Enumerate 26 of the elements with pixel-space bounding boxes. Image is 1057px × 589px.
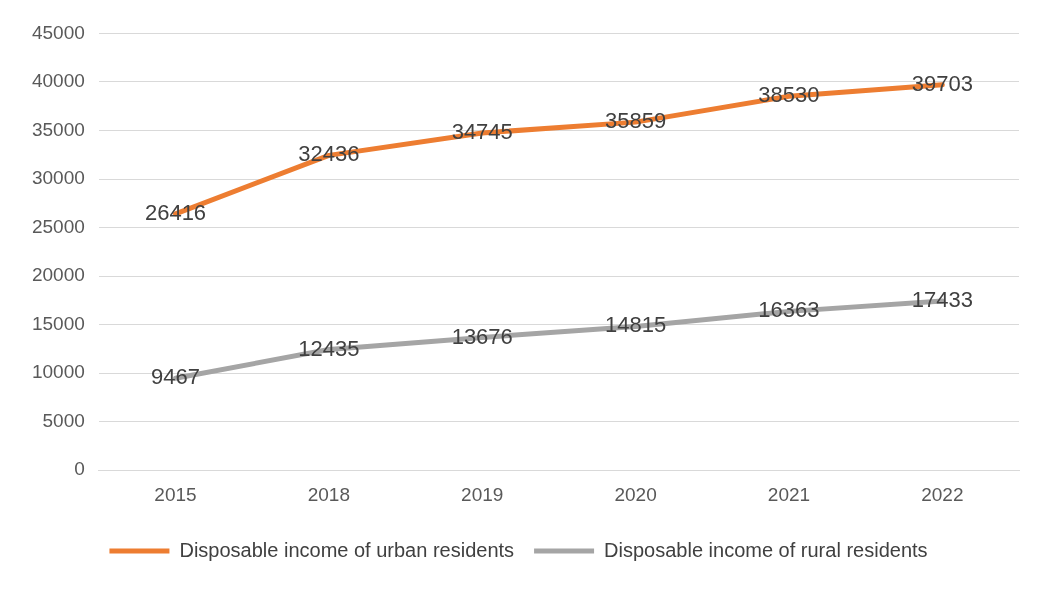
y-tick-label: 20000 [31,264,85,286]
y-tick-label: 15000 [31,312,85,334]
y-tick-label: 25000 [31,215,85,237]
data-label: 16363 [758,297,820,323]
y-tick-label: 30000 [31,167,85,189]
x-tick-label: 2020 [614,483,657,505]
legend-label: Disposable income of urban residents [179,538,515,561]
y-tick-label: 0 [74,458,85,480]
x-tick-label: 2015 [154,483,197,505]
y-tick-label: 5000 [42,409,85,431]
data-label: 12435 [298,335,360,361]
data-label: 26416 [144,199,207,225]
data-label: 13676 [451,323,513,349]
data-label: 9467 [151,364,200,390]
x-tick-label: 2018 [307,483,351,505]
data-label: 39703 [911,70,973,96]
y-tick-label: 45000 [31,21,85,43]
x-tick-label: 2021 [767,483,811,505]
legend-label: Disposable income of rural residents [604,538,928,561]
y-tick-label: 40000 [31,70,85,92]
data-label: 14815 [605,312,667,338]
y-tick-label: 35000 [31,118,85,140]
y-tick-label: 10000 [31,361,85,383]
data-label: 17433 [911,287,973,313]
x-tick-label: 2019 [461,483,504,505]
x-tick-label: 2022 [921,483,964,505]
